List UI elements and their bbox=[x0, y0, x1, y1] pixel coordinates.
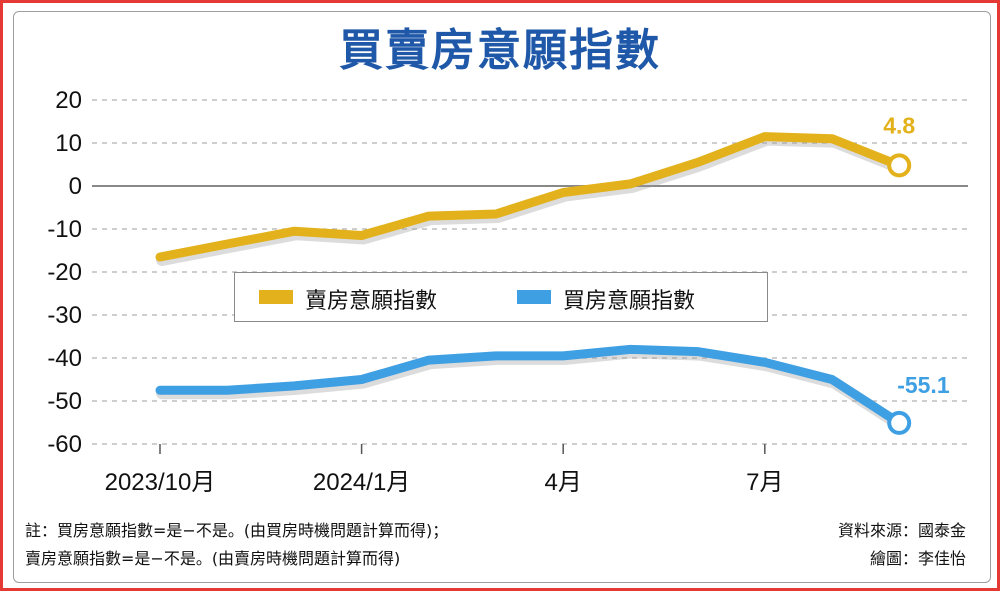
y-tick-label: -20 bbox=[47, 259, 82, 286]
y-tick-label: -10 bbox=[47, 216, 82, 243]
x-tick-label: 2024/1月 bbox=[313, 469, 410, 496]
x-tick-label: 4月 bbox=[545, 469, 582, 496]
chart-title: 買賣房意願指數 bbox=[339, 25, 661, 76]
x-tick-label: 2023/10月 bbox=[105, 469, 216, 496]
y-tick-label: -60 bbox=[47, 431, 82, 458]
artist-credit: 繪圖：李佳怡 bbox=[869, 549, 966, 568]
series-line-0 bbox=[155, 132, 904, 262]
legend-swatch-buy bbox=[517, 290, 551, 304]
y-tick-label: 10 bbox=[55, 130, 82, 157]
source-credit: 資料來源：國泰金 bbox=[837, 521, 966, 540]
end-point-1 bbox=[887, 410, 912, 435]
legend-label-buy: 買房意願指數 bbox=[563, 289, 696, 314]
legend-label-sell: 賣房意願指數 bbox=[305, 289, 438, 314]
legend: 賣房意願指數 買房意願指數 bbox=[234, 272, 768, 322]
grid-lines bbox=[92, 99, 968, 445]
footnote-line-2: 賣房意願指數=是−不是。(由賣房時機問題計算而得) bbox=[25, 549, 401, 568]
x-tick-label: 7月 bbox=[746, 469, 783, 496]
series-line-1 bbox=[155, 344, 904, 428]
legend-swatch-sell bbox=[259, 290, 293, 304]
y-axis-ticks: 20 10 0 -10 -20 -30 -40 -50 -60 bbox=[47, 87, 82, 458]
y-tick-label: -40 bbox=[47, 345, 82, 372]
series-lines bbox=[155, 132, 908, 432]
y-tick-label: 20 bbox=[55, 87, 82, 114]
y-tick-label: -30 bbox=[47, 302, 82, 329]
end-value-label-0: 4.8 bbox=[883, 112, 915, 138]
footnote-line-1: 註：買房意願指數=是−不是。(由買房時機問題計算而得)； bbox=[25, 521, 449, 540]
end-labels: 4.8 -55.1 bbox=[883, 112, 950, 398]
end-point-0 bbox=[887, 153, 912, 178]
end-value-label-1: -55.1 bbox=[897, 372, 950, 398]
y-tick-label: -50 bbox=[47, 388, 82, 415]
end-points bbox=[887, 153, 912, 435]
x-axis-ticks: 2023/10月 2024/1月 4月 7月 bbox=[105, 444, 783, 496]
y-tick-label: 0 bbox=[69, 173, 82, 200]
